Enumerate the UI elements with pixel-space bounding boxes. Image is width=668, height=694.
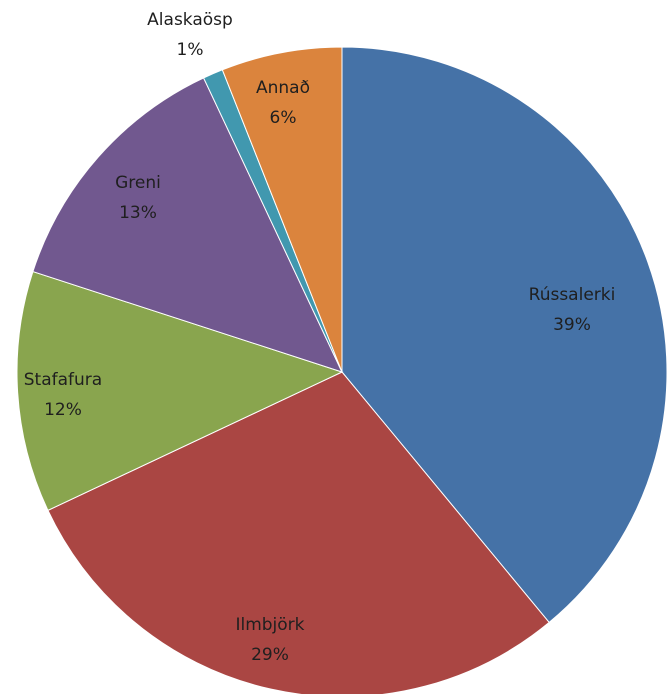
slice-value-label: 1% <box>177 40 204 60</box>
slice-value-label: 29% <box>251 645 289 665</box>
pie-slice <box>341 46 668 624</box>
slice-label: Rússalerki <box>529 285 616 305</box>
pie-slice <box>32 77 343 373</box>
pie-slice <box>47 371 550 694</box>
slice-value-label: 13% <box>119 203 157 223</box>
slice-label: Stafafura <box>24 370 102 390</box>
slice-value-label: 6% <box>270 108 297 128</box>
slice-label: Greni <box>115 173 161 193</box>
pie-slice <box>16 270 344 512</box>
slice-label: Ilmbjörk <box>235 615 304 635</box>
slice-label: Alaskaösp <box>147 10 233 30</box>
slice-label: Annað <box>256 78 310 98</box>
slice-value-label: 12% <box>44 400 82 420</box>
slice-value-label: 39% <box>553 315 591 335</box>
pie-slice <box>221 46 343 373</box>
